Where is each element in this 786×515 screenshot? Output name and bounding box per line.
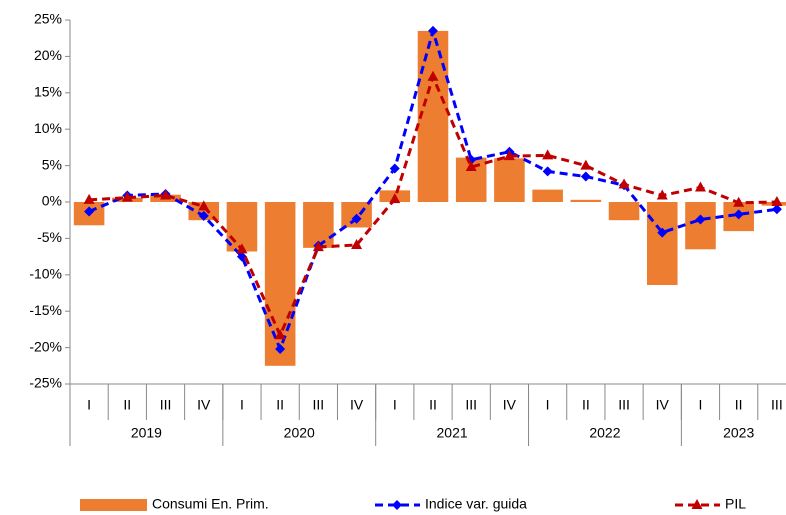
x-tick-label: III [618,397,630,413]
marker [351,238,363,249]
x-tick-label: II [735,397,743,413]
marker [392,500,402,510]
bar [494,158,525,202]
marker [83,193,95,204]
x-tick-label: II [276,397,284,413]
marker [275,344,286,355]
bar [608,202,640,221]
x-tick-label: II [429,397,437,413]
marker [198,210,209,221]
x-tick-label: II [582,397,590,413]
marker [733,196,745,207]
bar [570,199,602,202]
group-label: 2022 [589,425,620,441]
x-tick-label: III [465,397,477,413]
marker [389,193,401,204]
bar [646,202,678,285]
marker [351,213,362,224]
y-tick-label: -5% [37,229,62,245]
group-label: 2019 [131,425,162,441]
y-tick-label: -10% [29,266,62,282]
legend-label: Consumi En. Prim. [152,496,269,512]
marker [160,189,172,200]
x-tick-label: IV [197,397,211,413]
y-tick-label: 20% [34,47,62,63]
x-tick-label: IV [656,397,670,413]
y-tick-label: -25% [29,375,62,391]
group-label: 2023 [723,425,754,441]
marker [657,227,668,238]
marker [465,161,477,172]
x-tick-label: I [240,397,244,413]
x-tick-label: III [313,397,325,413]
marker [771,196,783,206]
marker [733,209,744,220]
marker [580,159,592,170]
marker [236,243,248,254]
marker [427,70,439,81]
marker [389,163,400,174]
x-tick-label: I [699,397,703,413]
marker [691,499,703,509]
legend-label: PIL [725,496,746,512]
y-tick-label: 0% [42,193,62,209]
marker [694,181,706,192]
y-tick-label: 15% [34,84,62,100]
x-tick-label: IV [350,397,364,413]
marker [695,214,706,225]
marker [542,149,554,160]
y-tick-label: -20% [29,338,62,354]
y-tick-label: 5% [42,156,62,172]
y-tick-label: -15% [29,302,62,318]
marker [274,329,286,340]
bar [532,189,563,202]
bar [417,30,449,203]
legend-swatch [80,499,147,511]
marker [84,206,95,217]
bar [685,202,716,250]
marker [580,171,591,182]
marker [121,191,133,202]
marker [236,251,247,262]
marker [656,189,668,200]
bar [303,202,334,248]
x-tick-label: III [771,397,783,413]
x-tick-label: IV [503,397,517,413]
x-tick-label: I [546,397,550,413]
group-label: 2021 [437,425,468,441]
legend-label: Indice var. guida [425,496,527,512]
marker [428,25,438,36]
x-tick-label: III [160,397,172,413]
y-tick-label: 10% [34,120,62,136]
x-tick-label: II [123,397,131,413]
marker [503,150,515,161]
bar [264,202,296,366]
marker [618,178,630,189]
x-tick-label: I [393,397,397,413]
bar [226,202,258,252]
marker [771,204,782,215]
marker [198,200,210,211]
marker [542,166,553,177]
y-tick-label: 25% [34,11,62,27]
group-label: 2020 [284,425,315,441]
x-tick-label: I [87,397,91,413]
marker [312,241,324,252]
